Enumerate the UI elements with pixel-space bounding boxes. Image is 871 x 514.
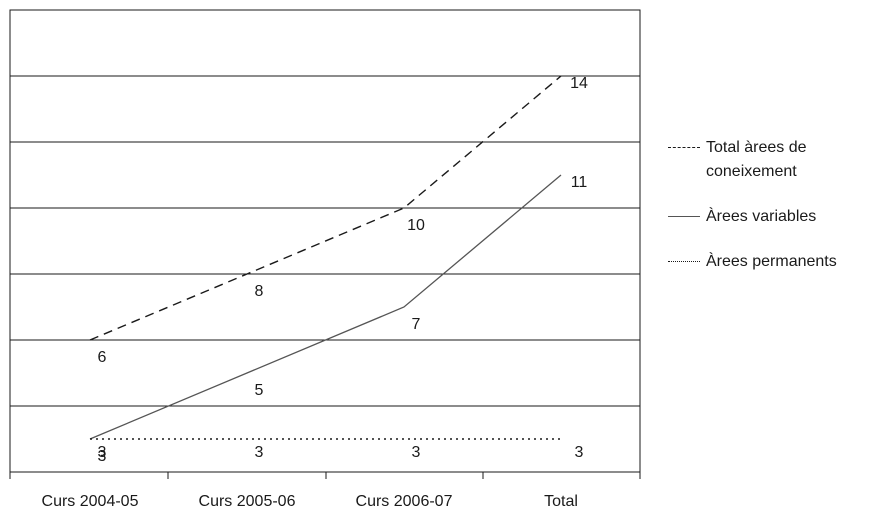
data-label: 8: [255, 283, 264, 300]
data-label: 5: [255, 382, 264, 399]
legend-swatch-dotted: [668, 261, 700, 262]
legend-swatch-solid: [668, 216, 700, 217]
data-label: 3: [412, 444, 421, 461]
data-label: 10: [407, 217, 425, 234]
series-line-2: [89, 174, 562, 440]
data-label: 6: [98, 349, 107, 366]
data-label: 3: [255, 444, 264, 461]
plot-frame: [9, 9, 641, 473]
legend-label-permanents: Àrees permanents: [706, 253, 837, 270]
data-label: 3: [575, 444, 584, 461]
x-tick-label: Curs 2006-07: [356, 493, 453, 510]
x-tick-label: Curs 2004-05: [42, 493, 139, 510]
x-tick-label: Curs 2005-06: [199, 493, 296, 510]
data-label: 3: [98, 448, 107, 465]
legend-label-variables: Àrees variables: [706, 208, 817, 225]
legend-item-variables: Àrees variables: [668, 205, 868, 229]
legend-item-total: Total àrees de coneixement: [668, 136, 868, 184]
data-label: 11: [571, 174, 588, 191]
x-tick-label: Total: [544, 493, 578, 510]
data-label: 7: [412, 316, 421, 333]
legend-item-permanents: Àrees permanents: [668, 250, 868, 274]
chart-legend: Total àrees de coneixement Àrees variabl…: [668, 136, 868, 295]
data-label: 3: [98, 444, 107, 461]
data-label: 14: [570, 75, 588, 92]
legend-swatch-dashed: [668, 147, 700, 148]
series-line-1: [89, 75, 562, 341]
legend-label-total: Total àrees de coneixement: [706, 139, 807, 180]
